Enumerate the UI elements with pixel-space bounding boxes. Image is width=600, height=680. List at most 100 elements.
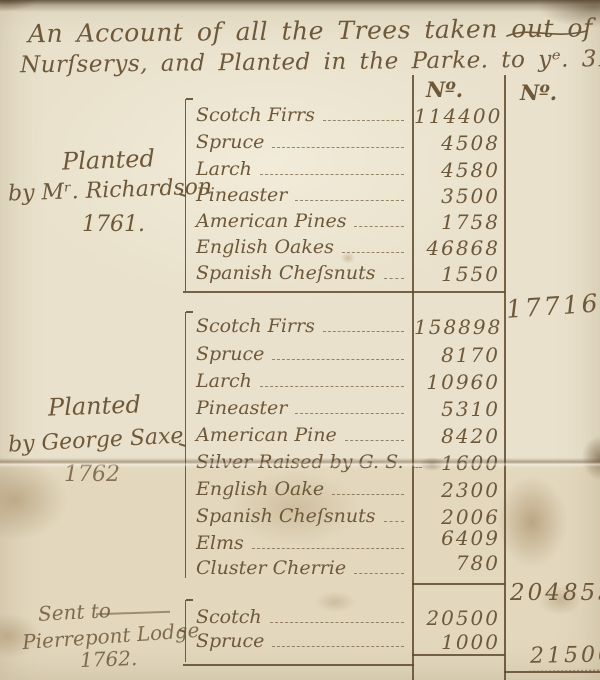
tree-count: 1550 bbox=[441, 262, 500, 286]
tree-name: Spruce bbox=[196, 630, 265, 652]
tree-name: Spanish Cheſsnuts bbox=[196, 262, 376, 284]
tree-row-name: Scotch bbox=[196, 606, 408, 628]
column-divider-line-left bbox=[412, 75, 414, 680]
section-2-total: 204853 bbox=[510, 580, 600, 606]
title-flourish bbox=[506, 30, 588, 37]
tree-row-name: American Pine bbox=[196, 424, 408, 446]
tree-name: Spruce bbox=[196, 343, 265, 365]
dotted-leader bbox=[295, 413, 404, 414]
tree-name: Pineaster bbox=[196, 184, 288, 206]
title-line-2: Nurſserys, and Planted in the Parke. to … bbox=[19, 44, 600, 79]
tree-count: 114400 bbox=[414, 104, 503, 128]
tree-name: American Pine bbox=[196, 424, 337, 446]
dotted-leader bbox=[322, 120, 404, 121]
tree-count: 4580 bbox=[441, 158, 500, 182]
tree-name: Scotch Firrs bbox=[196, 315, 315, 337]
section-3-label-line-3: 1762. bbox=[79, 646, 138, 672]
section-2-label-line-2: by George Saxe bbox=[7, 423, 185, 458]
dotted-leader bbox=[354, 573, 404, 574]
column-divider-line-right bbox=[504, 75, 506, 680]
section-1-total: 177164 bbox=[505, 287, 600, 324]
tree-name: Pineaster bbox=[196, 397, 288, 419]
dotted-leader bbox=[383, 278, 404, 279]
grand-total-rule bbox=[504, 671, 600, 673]
tree-row-name: Spruce bbox=[196, 630, 408, 652]
tree-count: 6409 bbox=[441, 526, 500, 550]
section-3-total: 21500 bbox=[525, 642, 600, 673]
tree-name: Cluster Cherrie bbox=[196, 557, 347, 579]
column-header-number-right: Nº. bbox=[520, 80, 558, 105]
section-1-bracket bbox=[185, 98, 194, 291]
tree-row-name: Spruce bbox=[196, 343, 408, 365]
tree-count: 1600 bbox=[441, 451, 500, 475]
section-3-bracket bbox=[185, 599, 194, 662]
section-2-bracket bbox=[185, 311, 194, 578]
tree-count: 10960 bbox=[426, 370, 500, 394]
section-1-label-line-1: Planted bbox=[61, 144, 156, 176]
tree-row-name: English Oake bbox=[196, 478, 408, 500]
section-2-label-line-3: 1762 bbox=[64, 462, 120, 487]
tree-name: English Oake bbox=[196, 478, 325, 500]
dotted-leader bbox=[383, 521, 404, 522]
tree-name: English Oakes bbox=[196, 236, 334, 258]
tree-row-name: Larch bbox=[196, 158, 408, 180]
tree-name: American Pines bbox=[196, 210, 347, 232]
tree-count: 780 bbox=[455, 551, 500, 575]
dotted-leader bbox=[259, 174, 404, 175]
tree-row-name: American Pines bbox=[196, 210, 408, 232]
tree-name: Elms bbox=[196, 532, 244, 554]
tree-count: 20500 bbox=[426, 606, 500, 630]
dotted-leader bbox=[272, 147, 404, 148]
dotted-leader bbox=[259, 386, 404, 387]
dotted-leader bbox=[272, 646, 404, 647]
tree-name: Larch bbox=[196, 158, 252, 180]
tree-name: Spanish Cheſsnuts bbox=[196, 505, 376, 527]
section-1-label-line-3: 1761. bbox=[82, 212, 145, 237]
tree-count: 158898 bbox=[414, 315, 503, 339]
dotted-leader bbox=[295, 200, 404, 201]
section-1-label-line-2: by Mʳ. Richardson bbox=[7, 174, 213, 207]
tree-name: Scotch bbox=[196, 606, 262, 628]
section-2-bottom-rule bbox=[412, 583, 505, 585]
tree-count: 1758 bbox=[441, 210, 500, 234]
tree-row-name: Elms bbox=[196, 532, 408, 554]
tree-row-name: English Oakes bbox=[196, 236, 408, 258]
tree-name: Larch bbox=[196, 370, 252, 392]
section-3-label-line-1: Sent to bbox=[37, 598, 112, 626]
tree-count: 46868 bbox=[426, 236, 500, 260]
tree-count: 2300 bbox=[441, 478, 500, 502]
tree-name: Scotch Firrs bbox=[196, 104, 315, 126]
section-2-label-line-1: Planted bbox=[47, 390, 142, 422]
tree-row-name: Spanish Cheſsnuts bbox=[196, 262, 408, 284]
tree-name: Spruce bbox=[196, 131, 265, 153]
tree-row-name: Spruce bbox=[196, 131, 408, 153]
column-header-number-left: Nº. bbox=[426, 77, 464, 102]
section-3-closing-rule bbox=[183, 664, 414, 666]
tree-row-name: Spanish Cheſsnuts bbox=[196, 505, 408, 527]
tree-count: 3500 bbox=[441, 184, 500, 208]
dotted-leader bbox=[411, 467, 422, 468]
tree-count: 8420 bbox=[441, 424, 500, 448]
dotted-leader bbox=[354, 226, 404, 227]
tree-row-name: Pineaster bbox=[196, 184, 408, 206]
section-1-bottom-rule bbox=[183, 291, 505, 293]
dotted-leader bbox=[272, 359, 404, 360]
tree-row-name: Scotch Firrs bbox=[196, 315, 408, 337]
tree-row-name: Scotch Firrs bbox=[196, 104, 408, 126]
tree-row-name: Silver Raised by G. S. bbox=[196, 451, 422, 473]
dotted-leader bbox=[251, 548, 404, 549]
tree-count: 5310 bbox=[441, 397, 500, 421]
dotted-leader bbox=[344, 440, 404, 441]
dotted-leader bbox=[269, 622, 404, 623]
tree-count: 8170 bbox=[441, 343, 500, 367]
tree-count: 4508 bbox=[441, 131, 500, 155]
tree-name: Silver Raised by G. S. bbox=[196, 451, 404, 473]
tree-row-name: Larch bbox=[196, 370, 408, 392]
tree-row-name: Pineaster bbox=[196, 397, 408, 419]
dotted-leader bbox=[332, 494, 404, 495]
dotted-leader bbox=[341, 252, 404, 253]
section-3-bottom-rule bbox=[412, 654, 505, 656]
tree-count: 2006 bbox=[441, 505, 500, 529]
tree-count: 1000 bbox=[441, 630, 500, 654]
